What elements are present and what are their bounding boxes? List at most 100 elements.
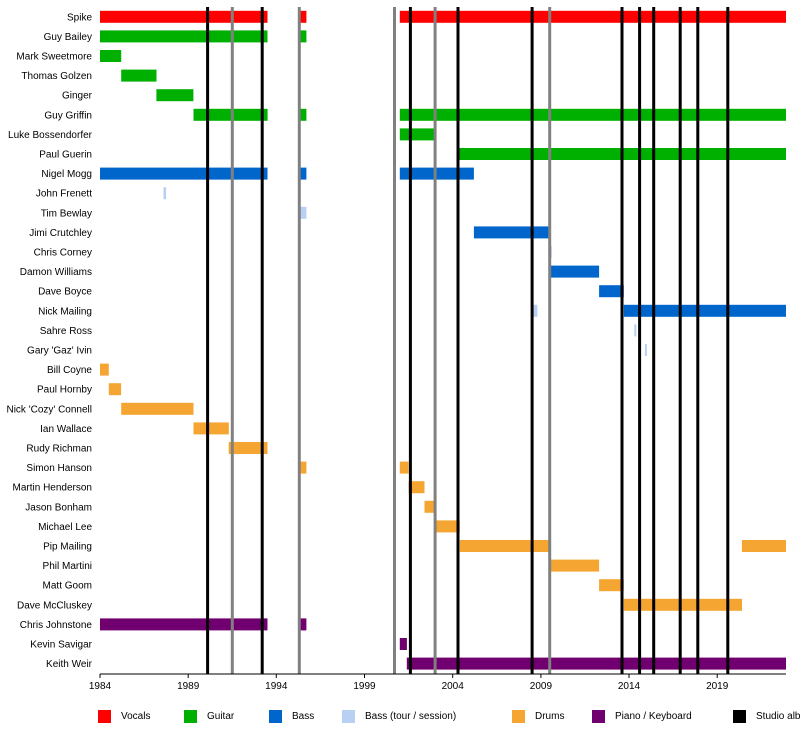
bar-dave-mccluskey-drums-0 [623, 598, 742, 611]
legend-item-studio-alb: Studio alb [733, 706, 800, 726]
bar-nigel-mogg-bass-2 [399, 167, 474, 180]
x-tick-label-1984: 1984 [89, 681, 112, 692]
bar-ian-wallace-drums-0 [193, 422, 229, 435]
member-label-nick-mailing: Nick Mailing [38, 306, 92, 317]
bar-kevin-savigar-keys-0 [399, 638, 407, 650]
bar-spike-vocals-2 [399, 10, 786, 23]
bar-jimi-crutchley-bass-0 [473, 226, 550, 239]
bar-nick-mailing-bass_session-0 [532, 304, 538, 317]
bar-paul-hornby-drums-0 [108, 383, 122, 396]
member-label-gary-gaz-ivin: Gary 'Gaz' Ivin [27, 346, 92, 357]
member-label-thomas-golzen: Thomas Golzen [21, 71, 92, 82]
member-label-ian-wallace: Ian Wallace [40, 424, 92, 435]
x-tick-label-2014: 2014 [618, 681, 641, 692]
member-label-bill-coyne: Bill Coyne [47, 365, 92, 376]
member-label-sahre-ross: Sahre Ross [40, 326, 92, 337]
member-label-phil-martini: Phil Martini [43, 561, 92, 572]
bar-chris-johnstone-keys-0 [100, 618, 268, 631]
bar-spike-vocals-0 [100, 10, 268, 23]
member-label-guy-griffin: Guy Griffin [44, 110, 92, 121]
member-label-nigel-mogg: Nigel Mogg [41, 169, 92, 180]
bar-phil-martini-drums-0 [549, 559, 600, 572]
member-label-tim-bewlay: Tim Bewlay [41, 208, 92, 219]
member-label-chris-corney: Chris Corney [34, 248, 92, 259]
bar-simon-hanson-drums-0 [299, 461, 307, 474]
legend-swatch-bass [269, 709, 282, 723]
band-timeline-chart: Spike Guy Bailey Mark Sweetmore Thomas Golz… [6, 7, 786, 692]
member-label-matt-goom: Matt Goom [43, 581, 92, 592]
legend-label: Piano / Keyboard [615, 710, 692, 722]
bar-mark-sweetmore-guitar-0 [100, 50, 122, 62]
bar-tim-bewlay-bass_session-0 [299, 206, 307, 219]
bar-keith-weir-keys-0 [406, 657, 786, 670]
bar-luke-bossendorfer-guitar-0 [399, 128, 436, 141]
bar-rudy-richman-drums-0 [228, 442, 268, 454]
x-tick-label-2004: 2004 [442, 681, 465, 692]
member-label-paul-guerin: Paul Guerin [39, 150, 92, 161]
bar-bill-coyne-drums-0 [100, 363, 109, 376]
legend-item-bass-tour-session: Bass (tour / session) [342, 706, 456, 726]
legend-label: Studio alb [756, 710, 800, 722]
member-label-ginger: Ginger [62, 91, 93, 102]
member-label-guy-bailey: Guy Bailey [44, 32, 92, 43]
member-label-paul-hornby: Paul Hornby [37, 385, 92, 396]
bar-simon-hanson-drums-1 [399, 461, 409, 474]
bar-nigel-mogg-bass-0 [100, 167, 268, 180]
x-tick-label-1989: 1989 [177, 681, 200, 692]
bar-guy-griffin-guitar-2 [399, 108, 786, 121]
album-event-lines [206, 7, 730, 674]
member-label-keith-weir: Keith Weir [46, 659, 93, 670]
member-label-pip-mailing: Pip Mailing [43, 542, 92, 553]
legend-item-vocals: Vocals [98, 706, 150, 726]
chart-legend: Vocals Guitar Bass Bass (tour / session) Dru… [0, 706, 800, 730]
member-bars [100, 10, 786, 670]
bar-nick-cozy-connell-drums-0 [121, 402, 194, 415]
member-label-spike: Spike [67, 12, 92, 23]
bar-jason-bonham-drums-0 [424, 500, 436, 513]
member-label-michael-lee: Michael Lee [38, 522, 92, 533]
legend-item-drums: Drums [512, 706, 564, 726]
legend-item-guitar: Guitar [184, 706, 234, 726]
bar-chris-johnstone-keys-1 [299, 618, 307, 631]
legend-label: Guitar [207, 710, 235, 722]
bar-john-frenett-bass_session-0 [163, 187, 167, 200]
x-tick-label-1999: 1999 [353, 681, 376, 692]
bar-martin-henderson-drums-0 [408, 481, 425, 494]
legend-swatch-guitar [184, 709, 197, 723]
bar-michael-lee-drums-0 [435, 520, 460, 533]
member-label-damon-williams: Damon Williams [20, 267, 92, 278]
member-label-rudy-richman: Rudy Richman [26, 444, 92, 455]
bar-nigel-mogg-bass-1 [299, 167, 307, 180]
legend-item-piano-keyboard: Piano / Keyboard [592, 706, 692, 726]
member-label-martin-henderson: Martin Henderson [13, 483, 92, 494]
bar-damon-williams-bass-0 [549, 265, 600, 278]
x-axis-ticks: 1984 1989 1994 1999 2004 2009 2014 2019 [89, 674, 729, 692]
bar-thomas-golzen-guitar-0 [121, 69, 157, 82]
member-label-luke-bossendorfer: Luke Bossendorfer [8, 130, 93, 141]
bar-gary-gaz-ivin-bass_session-0 [644, 344, 647, 356]
legend-swatch-drums [512, 709, 525, 723]
member-label-simon-hanson: Simon Hanson [26, 463, 92, 474]
legend-label: Bass [292, 710, 315, 722]
bar-dave-boyce-bass-0 [599, 285, 624, 298]
member-label-chris-johnstone: Chris Johnstone [20, 620, 93, 631]
member-label-nick-cozy-connell: Nick 'Cozy' Connell [6, 404, 92, 415]
bar-guy-bailey-guitar-1 [299, 30, 307, 43]
legend-swatch-vocals [98, 709, 111, 723]
member-labels: Spike Guy Bailey Mark Sweetmore Thomas Golz… [6, 12, 92, 670]
bar-guy-griffin-guitar-1 [299, 108, 307, 121]
member-label-dave-mccluskey: Dave McCluskey [17, 600, 92, 611]
member-label-jimi-crutchley: Jimi Crutchley [29, 228, 92, 239]
x-tick-label-2009: 2009 [530, 681, 553, 692]
legend-label: Bass (tour / session) [365, 710, 457, 722]
member-label-john-frenett: John Frenett [36, 189, 92, 200]
bar-guy-bailey-guitar-0 [100, 30, 268, 43]
member-label-kevin-savigar: Kevin Savigar [30, 640, 92, 651]
x-tick-label-1994: 1994 [265, 681, 288, 692]
legend-swatch-album [733, 709, 746, 723]
member-label-jason-bonham: Jason Bonham [25, 502, 92, 513]
bar-pip-mailing-drums-0 [459, 540, 550, 552]
legend-item-bass: Bass [269, 706, 314, 726]
legend-label: Vocals [121, 710, 151, 722]
member-label-mark-sweetmore: Mark Sweetmore [16, 52, 92, 63]
